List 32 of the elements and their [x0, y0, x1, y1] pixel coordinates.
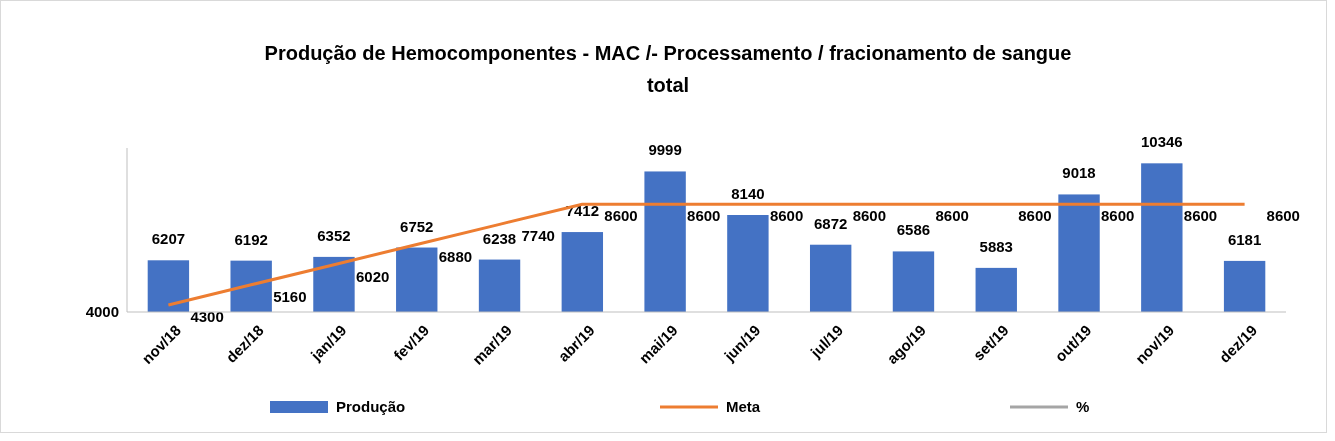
data-label: 6586 — [896, 221, 931, 239]
data-label: 6181 — [1227, 230, 1262, 248]
data-label: 8600 — [1183, 207, 1218, 225]
data-label: 10346 — [1140, 133, 1183, 151]
data-label: 8600 — [852, 207, 887, 225]
legend-label: Produção — [336, 398, 406, 416]
data-label: 5160 — [273, 287, 307, 305]
data-label: 6880 — [438, 247, 473, 265]
data-label: 6752 — [400, 217, 434, 235]
data-label: 8140 — [731, 185, 765, 203]
chart-title: Produção de Hemocomponentes - MAC /- Processamento / fracionamento de sangue total — [264, 42, 1072, 96]
data-label: 6238 — [482, 229, 517, 247]
data-label: 6207 — [151, 230, 186, 248]
data-label: 9999 — [648, 141, 682, 159]
data-label: 8600 — [1101, 207, 1135, 225]
data-label: 8600 — [687, 207, 721, 225]
data-label: 9018 — [1062, 164, 1096, 182]
data-label: 8600 — [769, 207, 804, 225]
data-label: 5883 — [979, 237, 1013, 255]
data-label: 8600 — [1018, 207, 1052, 225]
data-label: 4300 — [190, 307, 224, 325]
data-label: 8600 — [604, 207, 638, 225]
text: 4000 — [85, 303, 119, 321]
data-label: 6352 — [317, 226, 351, 244]
data-label: 6020 — [355, 267, 390, 285]
data-label: 7740 — [521, 227, 555, 245]
legend-label: Meta — [726, 398, 761, 416]
data-label: 8600 — [1266, 207, 1300, 225]
data-label: 6872 — [813, 214, 848, 232]
data-label: 8600 — [935, 207, 969, 225]
data-label: 6192 — [234, 230, 268, 248]
legend-label: % — [1076, 398, 1090, 416]
